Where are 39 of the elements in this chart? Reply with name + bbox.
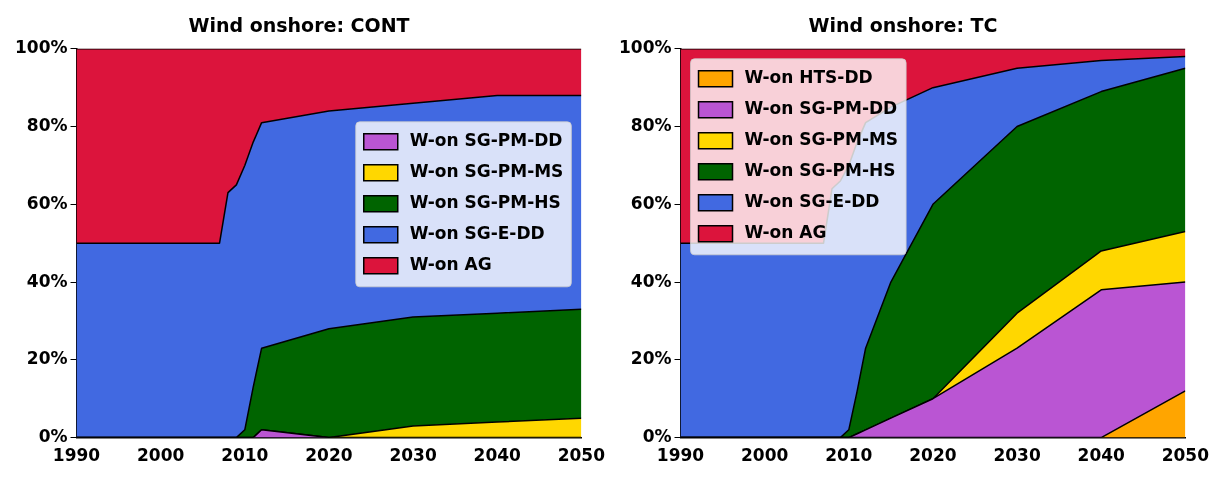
y-tick-label: 40% [630,270,672,291]
x-tick-label: 1990 [52,445,101,466]
y-tick-label: 80% [26,114,68,135]
legend-label: W-on SG-PM-DD [744,98,898,119]
x-tick-label: 2050 [557,445,606,466]
x-tick-label: 2000 [136,445,185,466]
legend-label: W-on SG-PM-DD [409,130,563,151]
y-tick-label: 100% [618,37,672,58]
legend-label: W-on HTS-DD [744,67,873,88]
chart-title: Wind onshore: TC [808,14,998,37]
x-tick-label: 2030 [389,445,437,466]
legend-label: W-on SG-PM-HS [744,160,896,181]
x-tick-label: 2020 [909,445,957,466]
y-tick-label: 20% [630,348,672,369]
legend-label: W-on SG-PM-MS [409,161,564,182]
x-tick-label: 2050 [1161,445,1210,466]
x-tick-label: 2010 [825,445,873,466]
legend-label: W-on AG [409,254,492,275]
y-tick-label: 20% [26,348,68,369]
x-tick-label: 1990 [656,445,705,466]
y-tick-label: 100% [14,37,68,58]
y-tick-label: 0% [642,426,672,447]
legend-label: W-on AG [744,222,827,243]
y-tick-label: 60% [630,192,672,213]
x-tick-label: 2010 [221,445,269,466]
x-tick-label: 2000 [740,445,789,466]
legend-label: W-on SG-E-DD [409,223,545,244]
x-tick-label: 2030 [993,445,1041,466]
x-tick-label: 2040 [1077,445,1126,466]
y-tick-label: 0% [38,426,68,447]
x-tick-label: 2040 [473,445,522,466]
legend-label: W-on SG-PM-HS [409,192,561,213]
y-tick-label: 80% [630,114,672,135]
y-tick-label: 40% [26,270,68,291]
y-tick-label: 60% [26,192,68,213]
chart-title: Wind onshore: CONT [188,14,410,37]
legend-label: W-on SG-PM-MS [744,129,899,150]
x-tick-label: 2020 [305,445,353,466]
legend-label: W-on SG-E-DD [744,191,880,212]
